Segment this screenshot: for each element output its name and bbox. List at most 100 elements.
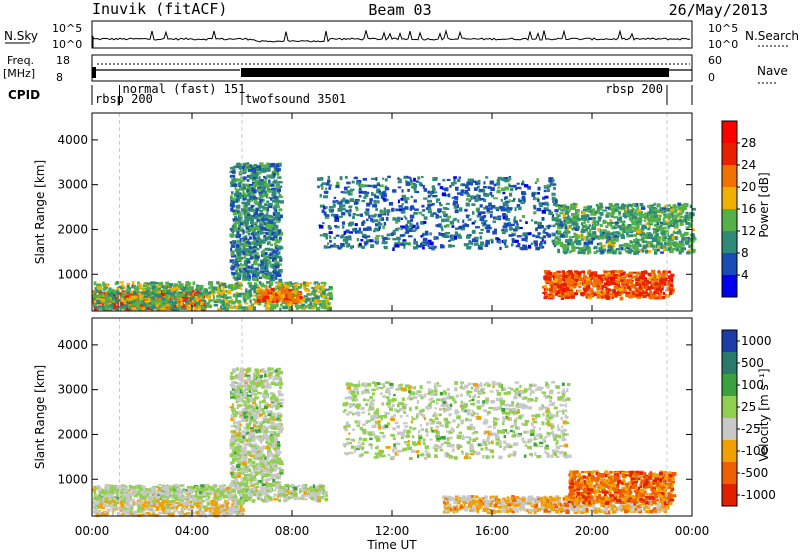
heatmap-cell [355,228,358,230]
heatmap-cell [127,285,130,288]
heatmap-cell [616,248,621,251]
heatmap-cell [511,200,515,202]
heatmap-cell [557,242,562,244]
heatmap-cell [269,272,272,275]
heatmap-cell [195,302,199,305]
heatmap-cell [342,225,345,228]
heatmap-cell [642,249,644,253]
heatmap-cell [380,209,382,212]
heatmap-cell [542,210,546,214]
heatmap-cell [567,293,571,296]
nsearch-tick-top: 10^5 [708,22,738,35]
heatmap-cell [253,285,257,288]
heatmap-cell [285,288,289,290]
heatmap-cell [336,235,340,237]
heatmap-cell [267,248,270,250]
heatmap-cell [270,237,274,240]
heatmap-cell [453,202,456,206]
heatmap-cell [629,234,633,237]
heatmap-cell [685,238,688,241]
heatmap-cell [328,176,330,180]
heatmap-cell [571,213,573,216]
heatmap-cell [436,214,439,216]
heatmap-cell [381,217,384,221]
heatmap-cell [616,282,620,284]
heatmap-cell [589,224,592,227]
heatmap-cell [673,231,675,234]
heatmap-cell [565,212,569,215]
heatmap-cell [552,197,556,201]
heatmap-cell [606,237,609,239]
heatmap-cell [479,232,483,234]
heatmap-cell [410,215,415,219]
heatmap-cell [378,223,383,226]
heatmap-cell [460,193,463,196]
heatmap-cell [602,232,605,234]
heatmap-cell [561,295,566,298]
heatmap-cell [242,274,246,276]
heatmap-cell [648,233,652,237]
heatmap-cell [649,290,652,293]
heatmap-cell [382,178,384,180]
heatmap-cell [488,203,492,207]
heatmap-cell [495,207,500,210]
heatmap-cell [649,286,653,289]
heatmap-cell [96,290,101,292]
heatmap-cell [359,192,362,194]
heatmap-cell [242,268,247,271]
heatmap-cell [382,238,385,241]
heatmap-cell [501,199,503,202]
heatmap-cell [457,219,459,223]
heatmap-cell [619,251,621,254]
heatmap-cell [261,181,264,184]
heatmap-cell [668,247,672,251]
heatmap-cell [622,232,624,234]
heatmap-cell [502,213,506,216]
heatmap-cell [589,252,592,254]
heatmap-cell [398,205,402,208]
heatmap-cell [504,204,507,207]
heatmap-cell [233,184,236,187]
power-colorbar-label: Power [dB] [757,172,771,237]
heatmap-cell [237,300,241,303]
heatmap-cell [194,300,196,304]
heatmap-cell [267,242,270,246]
colorbar-swatch [722,143,737,165]
heatmap-cell [621,204,626,207]
heatmap-cell [178,281,181,283]
colorbar-tick-label: 20 [741,180,756,194]
heatmap-cell [455,210,458,213]
heatmap-cell [531,219,533,221]
heatmap-cell [258,172,261,175]
station-title: Inuvik (fitACF) [92,0,227,18]
heatmap-cell [594,251,597,254]
heatmap-cell [360,184,364,188]
heatmap-cell [596,204,598,207]
heatmap-cell [430,193,433,196]
heatmap-cell [644,295,646,298]
heatmap-cell [654,211,658,214]
heatmap-cell [453,176,457,179]
heatmap-cell [106,284,108,288]
heatmap-cell [429,232,432,235]
heatmap-cell [259,281,262,284]
heatmap-cell [278,271,280,273]
heatmap-cell [623,207,625,210]
heatmap-cell [385,187,389,190]
heatmap-cell [329,307,332,311]
heatmap-cell [466,185,469,189]
heatmap-cell [230,286,233,289]
heatmap-cell [237,250,240,253]
heatmap-cell [151,292,154,295]
heatmap-cell [341,213,345,215]
heatmap-cell [232,266,235,269]
heatmap-cell [633,252,636,256]
heatmap-cell [138,284,141,288]
heatmap-cell [324,191,329,194]
heatmap-cell [485,241,490,245]
heatmap-cell [292,298,294,301]
heatmap-cell [476,194,478,197]
heatmap-cell [230,234,235,236]
heatmap-cell [532,234,535,237]
heatmap-cell [392,238,396,241]
